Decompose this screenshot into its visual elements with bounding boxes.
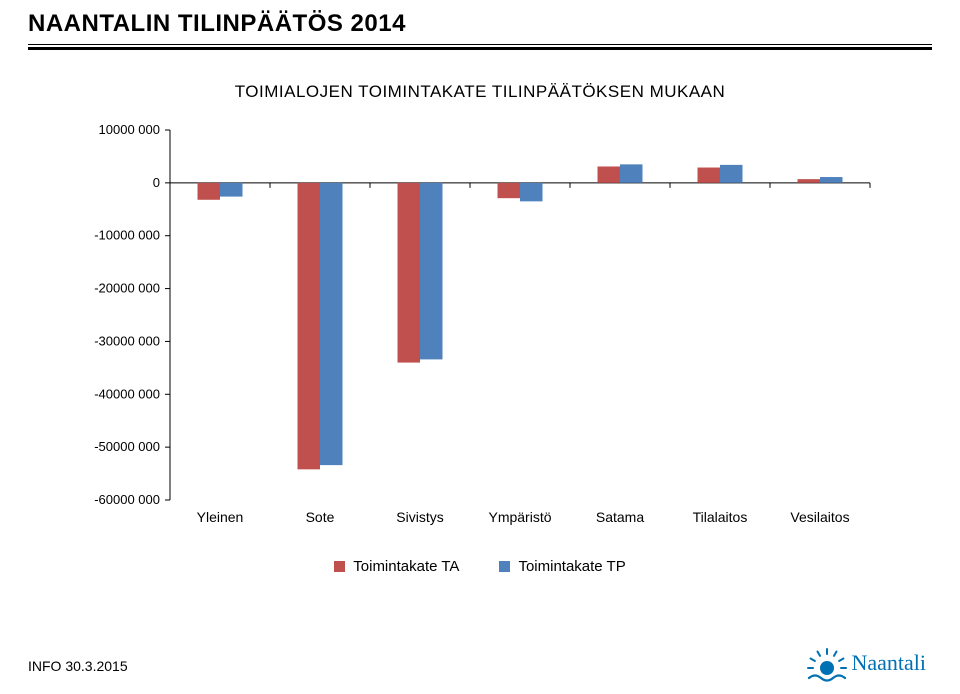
footer-info: INFO 30.3.2015 xyxy=(28,658,128,674)
logo-text: Naantali xyxy=(851,650,926,676)
bar-chart: -60000 000 -50000 000 -40000 000 -30000 000… xyxy=(70,120,890,540)
svg-text:-60000 000: -60000 000 xyxy=(94,492,160,507)
page-header: NAANTALIN TILINPÄÄTÖS 2014 xyxy=(0,0,960,50)
svg-text:Sivistys: Sivistys xyxy=(396,509,443,525)
chart-container: -60000 000 -50000 000 -40000 000 -30000 000… xyxy=(0,120,960,540)
sun-icon xyxy=(807,644,847,682)
svg-text:10000 000: 10000 000 xyxy=(99,122,160,137)
svg-text:Satama: Satama xyxy=(596,509,644,525)
chart-legend: Toimintakate TA Toimintakate TP xyxy=(0,558,960,575)
page-title: NAANTALIN TILINPÄÄTÖS 2014 xyxy=(28,10,932,38)
svg-text:Vesilaitos: Vesilaitos xyxy=(790,509,849,525)
svg-text:Yleinen: Yleinen xyxy=(197,509,244,525)
header-rule-thin xyxy=(28,44,932,45)
legend-swatch xyxy=(499,561,510,572)
svg-text:Tilalaitos: Tilalaitos xyxy=(693,509,748,525)
legend-label: Toimintakate TA xyxy=(353,558,459,575)
svg-text:Ympäristö: Ympäristö xyxy=(488,509,551,525)
svg-text:-30000 000: -30000 000 xyxy=(94,333,160,348)
svg-text:Sote: Sote xyxy=(306,509,335,525)
header-rule-thick xyxy=(28,47,932,50)
svg-text:-20000 000: -20000 000 xyxy=(94,281,160,296)
legend-label: Toimintakate TP xyxy=(518,558,625,575)
legend-item: Toimintakate TP xyxy=(499,558,625,575)
legend-swatch xyxy=(334,561,345,572)
chart-title: TOIMIALOJEN TOIMINTAKATE TILINPÄÄTÖKSEN … xyxy=(0,82,960,102)
svg-text:-10000 000: -10000 000 xyxy=(94,228,160,243)
svg-text:-50000 000: -50000 000 xyxy=(94,439,160,454)
legend-item: Toimintakate TA xyxy=(334,558,459,575)
svg-text:-40000 000: -40000 000 xyxy=(94,386,160,401)
svg-text:0: 0 xyxy=(153,175,160,190)
logo: Naantali xyxy=(807,644,926,682)
